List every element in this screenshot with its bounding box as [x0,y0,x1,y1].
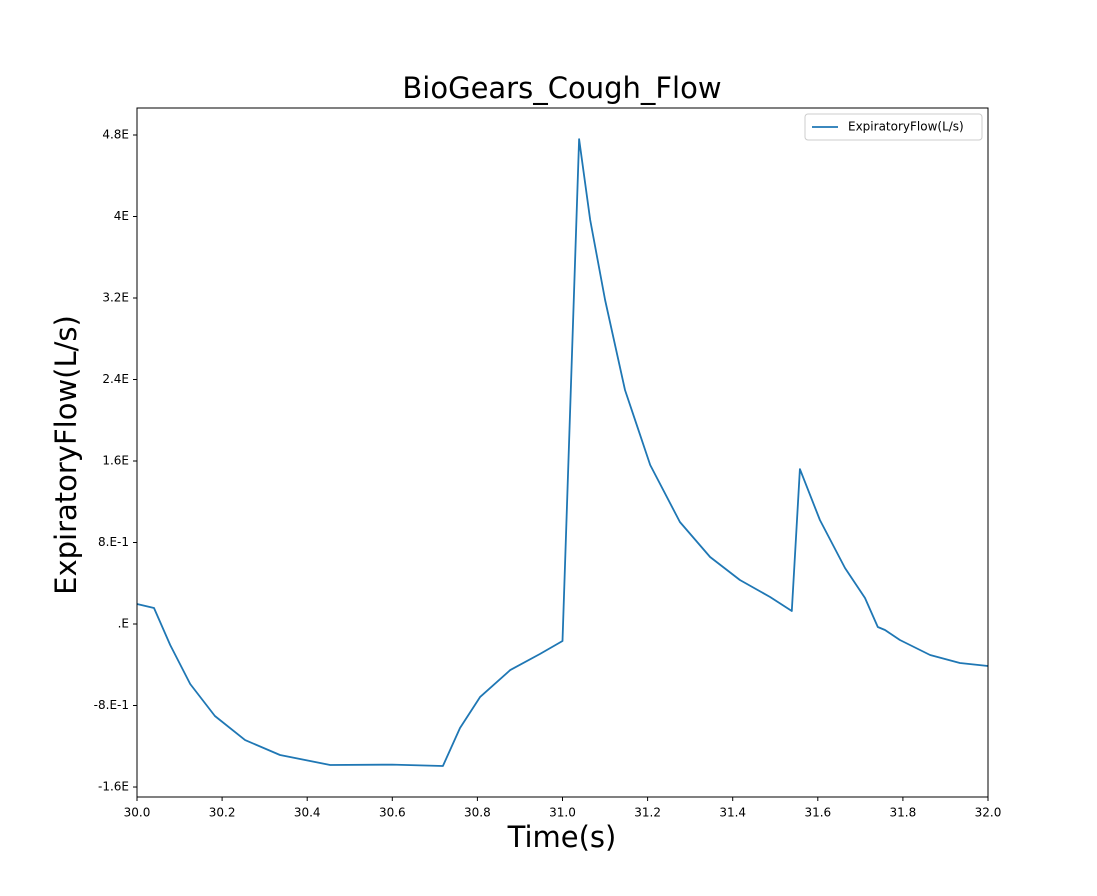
y-tick-label: 4E [114,209,129,223]
legend-box [804,113,983,141]
plot-frame [136,107,989,798]
y-tick-label: 2.4E [102,372,129,386]
x-tick-label: 31.4 [719,806,746,820]
y-tick-label: 4.8E [102,127,129,141]
x-tick-label: 31.6 [804,806,831,820]
legend-label: ExpiratoryFlow(L/s) [848,120,964,134]
x-tick-label: 30.6 [379,806,406,820]
x-tick-label: 31.2 [634,806,661,820]
x-tick-label: 30.4 [294,806,321,820]
chart-title: BioGears_Cough_Flow [402,71,721,105]
x-tick-label: 31.0 [549,806,576,820]
y-tick-label: 8.E-1 [98,535,129,549]
data-line [136,138,989,767]
y-tick-label: 3.2E [102,291,129,305]
y-tick-label: .E [118,617,129,631]
x-tick-label: 31.8 [890,806,917,820]
y-tick-label: -8.E-1 [94,698,129,712]
x-axis-label: Time(s) [507,820,617,854]
y-axis-label: ExpiratoryFlow(L/s) [49,315,83,595]
x-tick-label: 30.8 [464,806,491,820]
y-tick-label: -1.6E [98,780,129,794]
x-tick-label: 32.0 [975,806,1002,820]
x-tick-label: 30.0 [124,806,151,820]
y-tick-label: 1.6E [102,454,129,468]
x-tick-label: 30.2 [209,806,236,820]
